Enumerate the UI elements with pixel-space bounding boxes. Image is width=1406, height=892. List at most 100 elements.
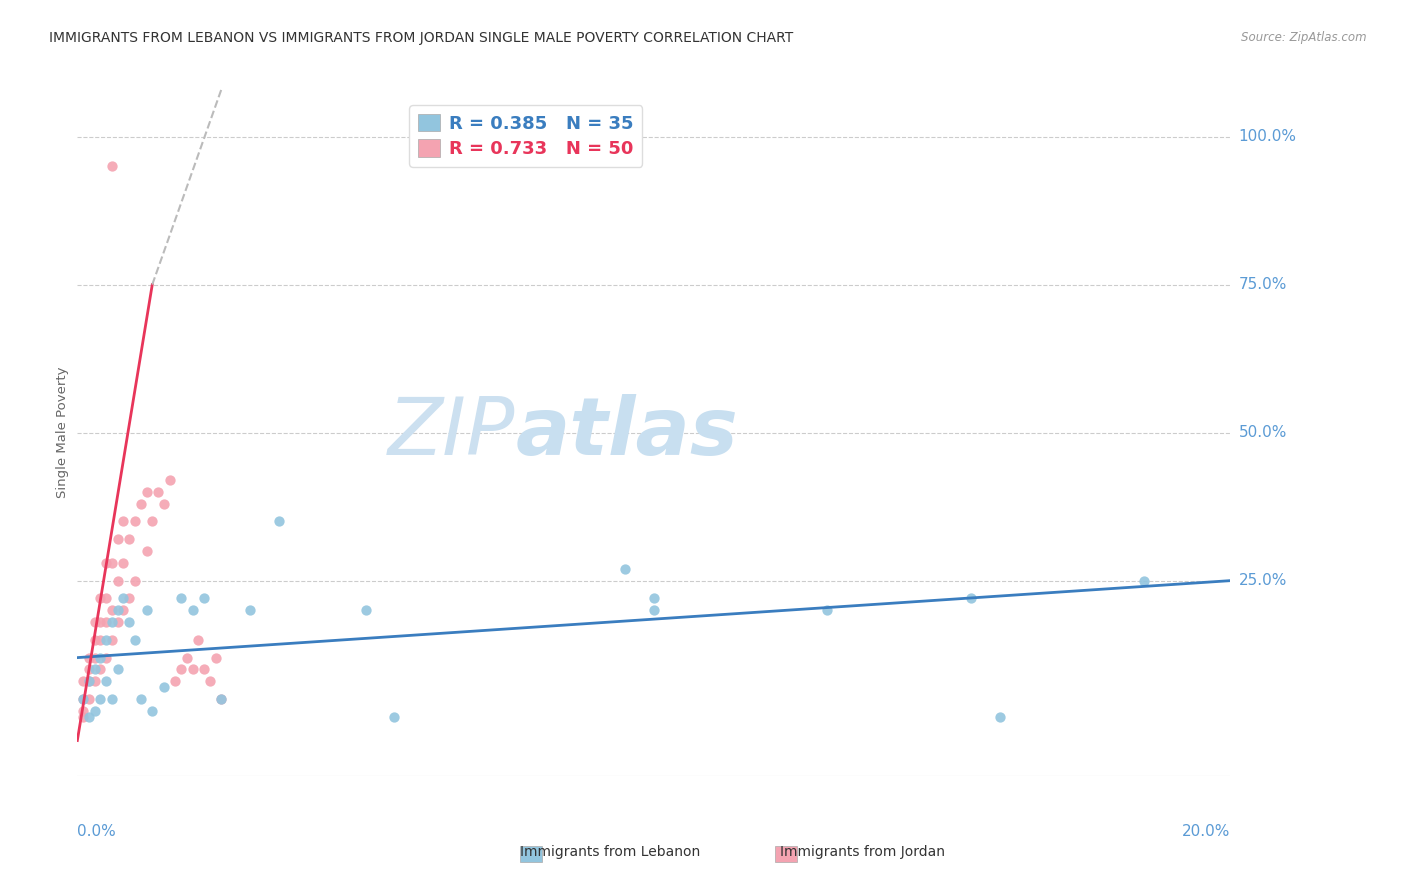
Point	[112, 556, 135, 570]
Point	[815, 603, 838, 617]
Point	[643, 603, 665, 617]
Point	[181, 663, 204, 677]
Point	[107, 663, 129, 677]
Point	[72, 692, 94, 706]
Point	[187, 632, 209, 647]
Point	[159, 473, 181, 487]
Point	[77, 674, 100, 689]
Point	[101, 615, 124, 629]
Point	[988, 710, 1011, 724]
Point	[112, 515, 135, 529]
Point	[72, 710, 94, 724]
Point	[170, 663, 193, 677]
Point	[129, 497, 152, 511]
Text: 75.0%: 75.0%	[1239, 277, 1286, 292]
Point	[135, 484, 157, 499]
Point	[129, 692, 152, 706]
Point	[124, 632, 146, 647]
Point	[89, 692, 111, 706]
Text: 100.0%: 100.0%	[1239, 129, 1296, 145]
Point	[614, 562, 637, 576]
Point	[118, 591, 141, 606]
Point	[77, 710, 100, 724]
Text: 50.0%: 50.0%	[1239, 425, 1286, 440]
Point	[643, 591, 665, 606]
Point	[89, 663, 111, 677]
Point	[77, 650, 100, 665]
Point	[89, 650, 111, 665]
Point	[72, 692, 94, 706]
Point	[96, 615, 118, 629]
Point	[204, 650, 226, 665]
Text: 0.0%: 0.0%	[77, 824, 117, 839]
Point	[118, 615, 141, 629]
Point	[181, 603, 204, 617]
Point	[193, 663, 215, 677]
Point	[239, 603, 262, 617]
Text: ZIP: ZIP	[388, 393, 516, 472]
Legend: R = 0.385   N = 35, R = 0.733   N = 50: R = 0.385 N = 35, R = 0.733 N = 50	[409, 105, 643, 167]
Point	[83, 704, 105, 718]
Text: atlas: atlas	[516, 393, 738, 472]
Text: Immigrants from Lebanon: Immigrants from Lebanon	[520, 845, 700, 859]
Point	[83, 674, 105, 689]
Point	[77, 674, 100, 689]
Point	[107, 603, 129, 617]
Point	[124, 515, 146, 529]
Point	[101, 603, 124, 617]
Point	[83, 615, 105, 629]
Point	[198, 674, 221, 689]
Point	[211, 692, 233, 706]
Point	[89, 615, 111, 629]
Point	[101, 632, 124, 647]
Point	[77, 663, 100, 677]
Point	[101, 159, 124, 173]
Point	[176, 650, 198, 665]
Point	[124, 574, 146, 588]
Point	[96, 591, 118, 606]
Point	[153, 497, 174, 511]
Point	[382, 710, 406, 724]
Point	[354, 603, 377, 617]
Point	[89, 591, 111, 606]
Point	[83, 650, 105, 665]
Point	[107, 574, 129, 588]
Point	[83, 663, 105, 677]
Text: Immigrants from Jordan: Immigrants from Jordan	[780, 845, 945, 859]
Bar	[775, 846, 797, 862]
Text: 20.0%: 20.0%	[1182, 824, 1230, 839]
Point	[146, 484, 169, 499]
Point	[96, 556, 118, 570]
Point	[96, 650, 118, 665]
Point	[96, 632, 118, 647]
Point	[96, 674, 118, 689]
Point	[112, 603, 135, 617]
Point	[112, 591, 135, 606]
Point	[170, 591, 193, 606]
Point	[101, 692, 124, 706]
Point	[89, 632, 111, 647]
Text: 25.0%: 25.0%	[1239, 574, 1286, 588]
Point	[153, 680, 174, 694]
Point	[77, 692, 100, 706]
Point	[135, 544, 157, 558]
Point	[72, 674, 94, 689]
Point	[107, 532, 129, 546]
Point	[83, 632, 105, 647]
Point	[101, 556, 124, 570]
Bar	[520, 846, 541, 862]
Point	[267, 515, 291, 529]
Point	[135, 603, 157, 617]
Text: IMMIGRANTS FROM LEBANON VS IMMIGRANTS FROM JORDAN SINGLE MALE POVERTY CORRELATIO: IMMIGRANTS FROM LEBANON VS IMMIGRANTS FR…	[49, 31, 793, 45]
Text: Source: ZipAtlas.com: Source: ZipAtlas.com	[1241, 31, 1367, 45]
Point	[1133, 574, 1156, 588]
Point	[211, 692, 233, 706]
Point	[107, 615, 129, 629]
Point	[141, 704, 163, 718]
Y-axis label: Single Male Poverty: Single Male Poverty	[56, 367, 69, 499]
Point	[118, 532, 141, 546]
Point	[193, 591, 215, 606]
Point	[165, 674, 187, 689]
Point	[72, 704, 94, 718]
Point	[141, 515, 163, 529]
